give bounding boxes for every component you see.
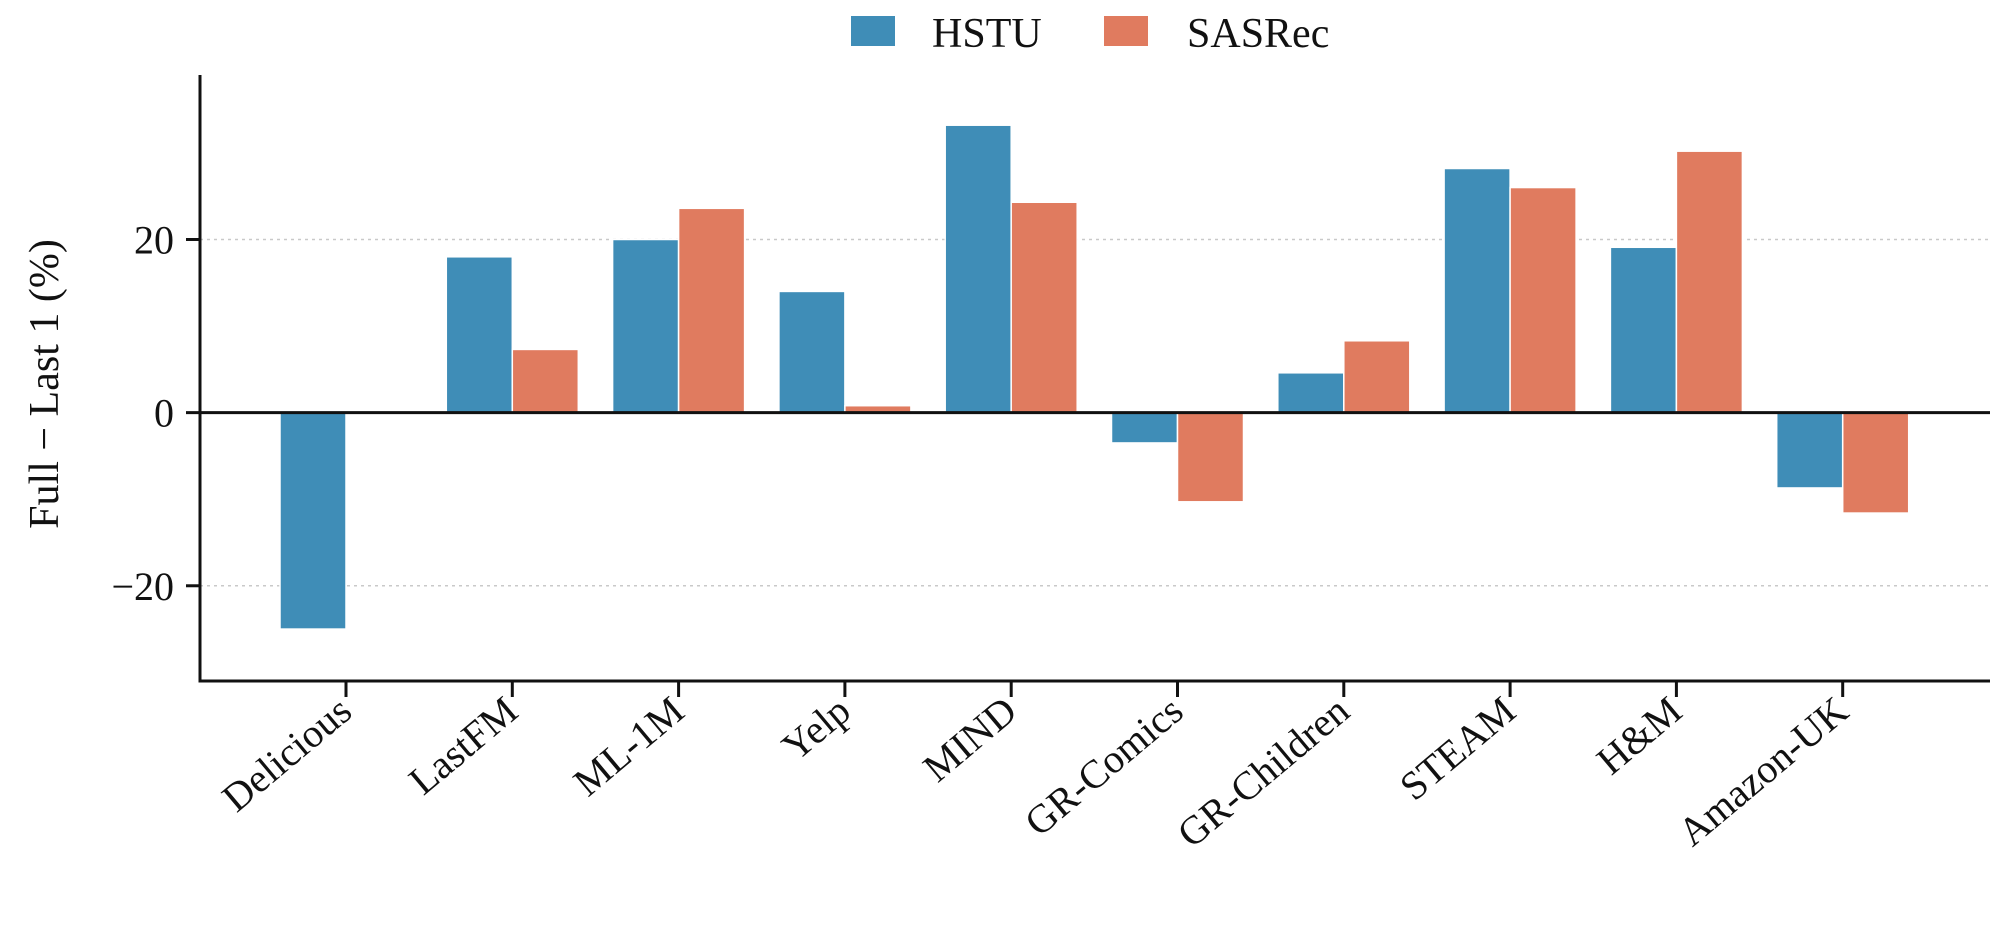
legend-label-hstu: HSTU [932, 11, 1042, 57]
bar-hstu-delicious [279, 411, 347, 630]
bar-hstu-gr-comics [1110, 411, 1179, 444]
axes [198, 75, 1990, 683]
bar-hstu-lastfm [445, 256, 514, 414]
bar-sasrec-ml-1m [677, 207, 746, 414]
bar-sasrec-gr-children [1343, 340, 1411, 414]
legend-swatch-sasrec [1104, 16, 1148, 46]
x-tick-label-gr-children: GR-Children [1169, 687, 1358, 856]
bar-sasrec-handm [1675, 150, 1744, 414]
bars [279, 124, 1910, 630]
x-tick-label-yelp: Yelp [773, 687, 858, 769]
y-tick-label: 0 [154, 391, 174, 436]
x-tick-label-gr-comics: GR-Comics [1016, 687, 1191, 844]
bar-sasrec-steam [1509, 186, 1577, 414]
bar-sasrec-mind [1010, 201, 1078, 414]
legend: HSTU SASRec [851, 11, 1329, 57]
bar-hstu-handm [1609, 246, 1678, 414]
x-tick-label-steam: STEAM [1391, 687, 1524, 809]
x-tick-label-delicious: Delicious [213, 687, 359, 820]
y-axis-label: Full − Last 1 (%) [22, 239, 68, 529]
bar-sasrec-lastfm [511, 348, 580, 414]
bar-hstu-gr-children [1277, 372, 1345, 414]
legend-swatch-hstu [851, 16, 895, 46]
bar-sasrec-gr-comics [1176, 411, 1245, 503]
x-tick-label-handm: H&M [1588, 687, 1690, 783]
legend-label-sasrec: SASRec [1187, 11, 1329, 57]
y-tick-label: 20 [134, 217, 174, 262]
bar-hstu-steam [1443, 167, 1511, 414]
x-tick-label-ml-1m: ML-1M [565, 687, 693, 804]
x-tick-label-mind: MIND [914, 687, 1025, 790]
bar-hstu-amazon-uk [1775, 411, 1844, 489]
x-axis-ticks: Delicious LastFM ML-1M Yelp MINDGR-ComicsGR-… [213, 681, 1857, 856]
bar-sasrec-amazon-uk [1841, 411, 1910, 514]
y-tick-label: −20 [111, 564, 174, 609]
x-tick-label-amazon-uk: Amazon-UK [1669, 687, 1856, 854]
bar-hstu-mind [944, 124, 1012, 414]
y-axis-ticks: −20 0 20 [111, 217, 200, 609]
bar-hstu-ml-1m [611, 238, 680, 414]
x-tick-label-lastfm: LastFM [400, 687, 526, 803]
bar-hstu-yelp [778, 290, 846, 414]
